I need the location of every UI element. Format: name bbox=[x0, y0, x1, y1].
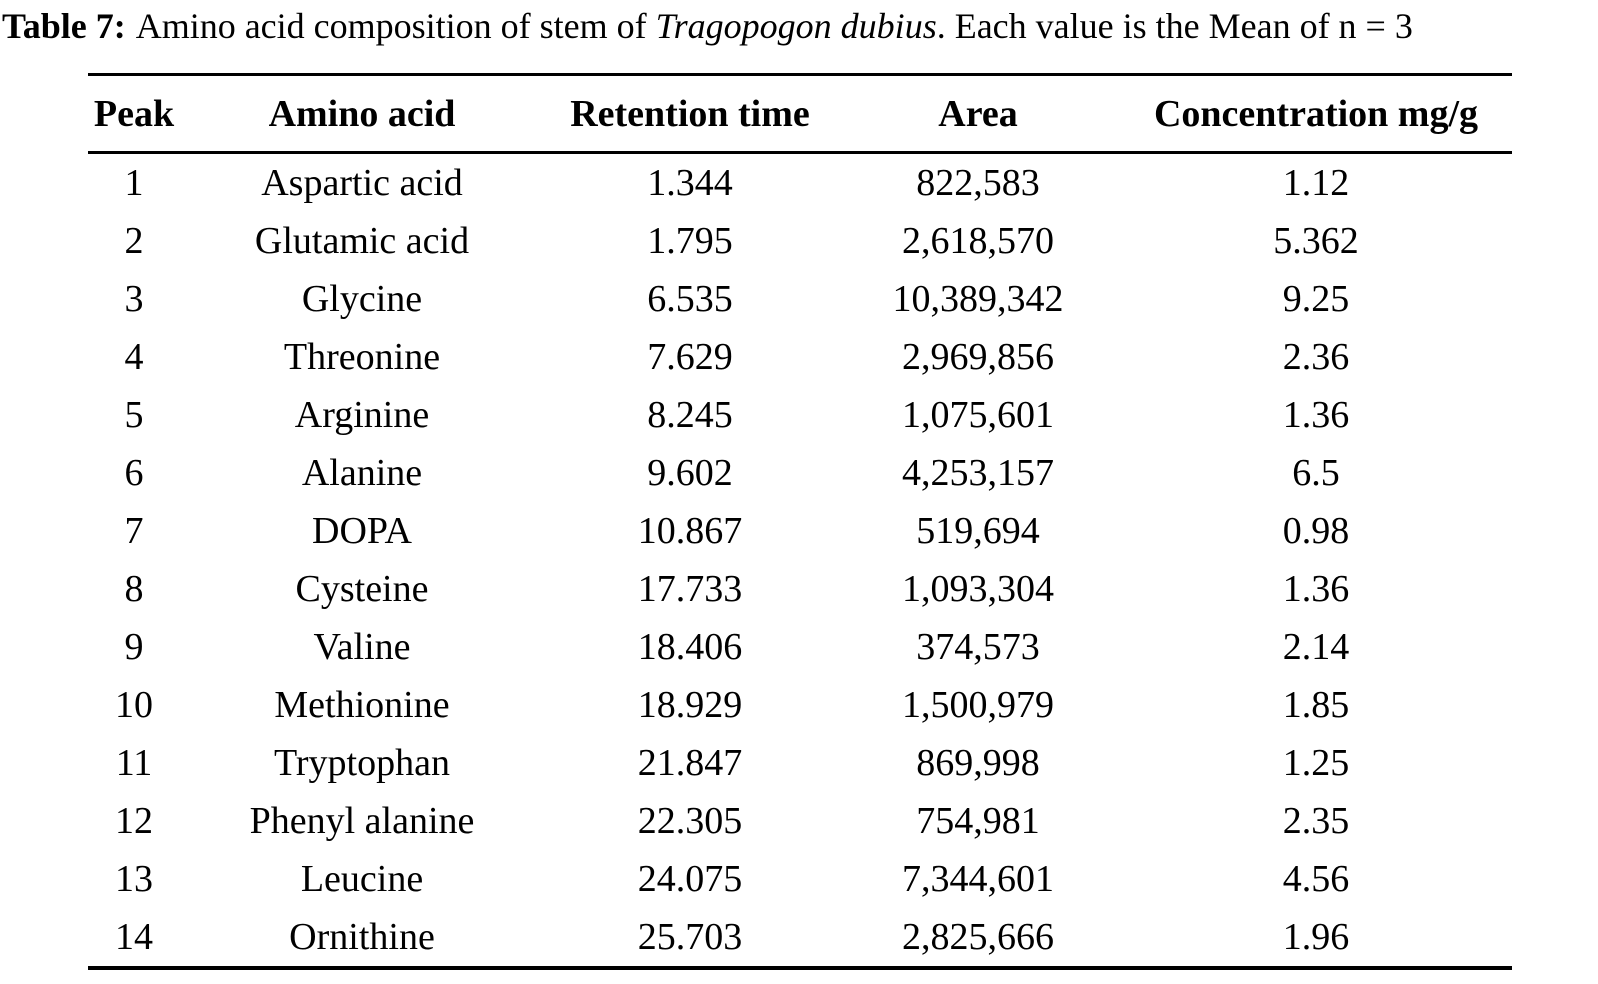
table-row: 2 Glutamic acid 1.795 2,618,570 5.362 bbox=[88, 212, 1512, 270]
table-cell: 6.5 bbox=[1292, 452, 1340, 494]
table-cell: 1.36 bbox=[1282, 394, 1350, 436]
table-cell: 25.703 bbox=[637, 916, 743, 958]
table-row: 12 Phenyl alanine 22.305 754,981 2.35 bbox=[88, 792, 1512, 850]
table-cell: 1 bbox=[124, 162, 144, 204]
table-cell: Arginine bbox=[294, 394, 430, 436]
table-cell: 12 bbox=[115, 800, 153, 842]
table-cell: 4.56 bbox=[1282, 858, 1350, 900]
table-cell: 4,253,157 bbox=[902, 452, 1054, 494]
table-cell: 1,093,304 bbox=[902, 568, 1054, 610]
table-cell: 6 bbox=[124, 452, 144, 494]
caption-label: Table 7: bbox=[2, 6, 126, 46]
table-cell: 1.12 bbox=[1282, 162, 1350, 204]
table-cell: 24.075 bbox=[637, 858, 743, 900]
table-cell: 9.25 bbox=[1282, 278, 1350, 320]
table-row: 5 Arginine 8.245 1,075,601 1.36 bbox=[88, 386, 1512, 444]
table-cell: 18.929 bbox=[637, 684, 743, 726]
table-cell: 1.96 bbox=[1282, 916, 1350, 958]
table-cell: 18.406 bbox=[637, 626, 743, 668]
table-row: 10 Methionine 18.929 1,500,979 1.85 bbox=[88, 676, 1512, 734]
table-cell: 374,573 bbox=[916, 626, 1040, 668]
table-row: 11 Tryptophan 21.847 869,998 1.25 bbox=[88, 734, 1512, 792]
table-cell: 754,981 bbox=[916, 800, 1040, 842]
amino-acid-table: Peak Amino acid Retention time Area Concentr… bbox=[88, 73, 1512, 970]
table-cell: 869,998 bbox=[916, 742, 1040, 784]
table-cell: Phenyl alanine bbox=[249, 800, 475, 842]
table-cell: 2,969,856 bbox=[902, 336, 1054, 378]
table-cell: Methionine bbox=[274, 684, 450, 726]
table-cell: 1,075,601 bbox=[902, 394, 1054, 436]
table-cell: 822,583 bbox=[916, 162, 1040, 204]
table-cell: DOPA bbox=[312, 510, 412, 552]
table-cell: 2 bbox=[124, 220, 144, 262]
table-row: 6 Alanine 9.602 4,253,157 6.5 bbox=[88, 444, 1512, 502]
table-cell: Valine bbox=[313, 626, 411, 668]
table-cell: 22.305 bbox=[637, 800, 743, 842]
caption-text-after: . Each value is the Mean of n = 3 bbox=[936, 6, 1413, 46]
table-cell: Glycine bbox=[301, 278, 423, 320]
table-cell: Aspartic acid bbox=[261, 162, 463, 204]
column-header: Retention time bbox=[544, 74, 836, 154]
table-cell: 10 bbox=[115, 684, 153, 726]
table-cell: 9 bbox=[124, 626, 144, 668]
table-cell: 2,618,570 bbox=[902, 220, 1054, 262]
table-row: 3 Glycine 6.535 10,389,342 9.25 bbox=[88, 270, 1512, 328]
table-cell: 4 bbox=[124, 336, 144, 378]
table-cell: 13 bbox=[115, 858, 153, 900]
table-cell: Threonine bbox=[283, 336, 441, 378]
table-cell: 2.36 bbox=[1282, 336, 1350, 378]
table-cell: 1.344 bbox=[647, 162, 733, 204]
table-cell: 0.98 bbox=[1282, 510, 1350, 552]
table-cell: 2.14 bbox=[1282, 626, 1350, 668]
table-cell: 14 bbox=[115, 916, 153, 958]
table-cell: Tryptophan bbox=[274, 742, 450, 784]
table-cell: Cysteine bbox=[295, 568, 429, 610]
table-cell: 1,500,979 bbox=[902, 684, 1054, 726]
table-cell: 7.629 bbox=[647, 336, 733, 378]
table-cell: Alanine bbox=[301, 452, 423, 494]
table-cell: 11 bbox=[115, 742, 153, 784]
column-header: Concentration mg/g bbox=[1120, 74, 1512, 154]
table-cell: 17.733 bbox=[637, 568, 743, 610]
table-cell: 2.35 bbox=[1282, 800, 1350, 842]
table-row: 7 DOPA 10.867 519,694 0.98 bbox=[88, 502, 1512, 560]
table-cell: 8 bbox=[124, 568, 144, 610]
table-row: 13 Leucine 24.075 7,344,601 4.56 bbox=[88, 850, 1512, 908]
table-cell: 9.602 bbox=[647, 452, 733, 494]
table-cell: Glutamic acid bbox=[254, 220, 470, 262]
table-row: 8 Cysteine 17.733 1,093,304 1.36 bbox=[88, 560, 1512, 618]
column-header: Amino acid bbox=[180, 74, 544, 154]
caption-species-name: Tragopogon dubius bbox=[655, 6, 937, 46]
table-cell: 1.85 bbox=[1282, 684, 1350, 726]
column-header: Area bbox=[836, 74, 1120, 154]
table-cell: Leucine bbox=[300, 858, 424, 900]
table-cell: 2,825,666 bbox=[902, 916, 1054, 958]
table-cell: 3 bbox=[124, 278, 144, 320]
table-cell: 1.795 bbox=[647, 220, 733, 262]
table-cell: 10,389,342 bbox=[892, 278, 1064, 320]
table-row: 9 Valine 18.406 374,573 2.14 bbox=[88, 618, 1512, 676]
table-row: 4 Threonine 7.629 2,969,856 2.36 bbox=[88, 328, 1512, 386]
caption-text-before: Amino acid composition of stem of bbox=[135, 6, 656, 46]
table-cell: 7 bbox=[124, 510, 144, 552]
table-cell: 519,694 bbox=[916, 510, 1040, 552]
table-cell: 1.25 bbox=[1282, 742, 1350, 784]
table-cell: 1.36 bbox=[1282, 568, 1350, 610]
table-header-row: Peak Amino acid Retention time Area Concentr… bbox=[88, 74, 1512, 154]
table-cell: 21.847 bbox=[637, 742, 743, 784]
table-cell: 8.245 bbox=[647, 394, 733, 436]
table-caption: Table 7: Amino acid composition of stem o… bbox=[2, 4, 1598, 48]
table-cell: 6.535 bbox=[647, 278, 733, 320]
table-row: 14 Ornithine 25.703 2,825,666 1.96 bbox=[88, 908, 1512, 968]
table-cell: 7,344,601 bbox=[902, 858, 1054, 900]
table-cell: 5.362 bbox=[1273, 220, 1359, 262]
table-cell: 5 bbox=[124, 394, 144, 436]
table-row: 1 Aspartic acid 1.344 822,583 1.12 bbox=[88, 153, 1512, 213]
table-cell: Ornithine bbox=[289, 916, 435, 958]
column-header: Peak bbox=[88, 74, 180, 154]
table-cell: 10.867 bbox=[637, 510, 743, 552]
